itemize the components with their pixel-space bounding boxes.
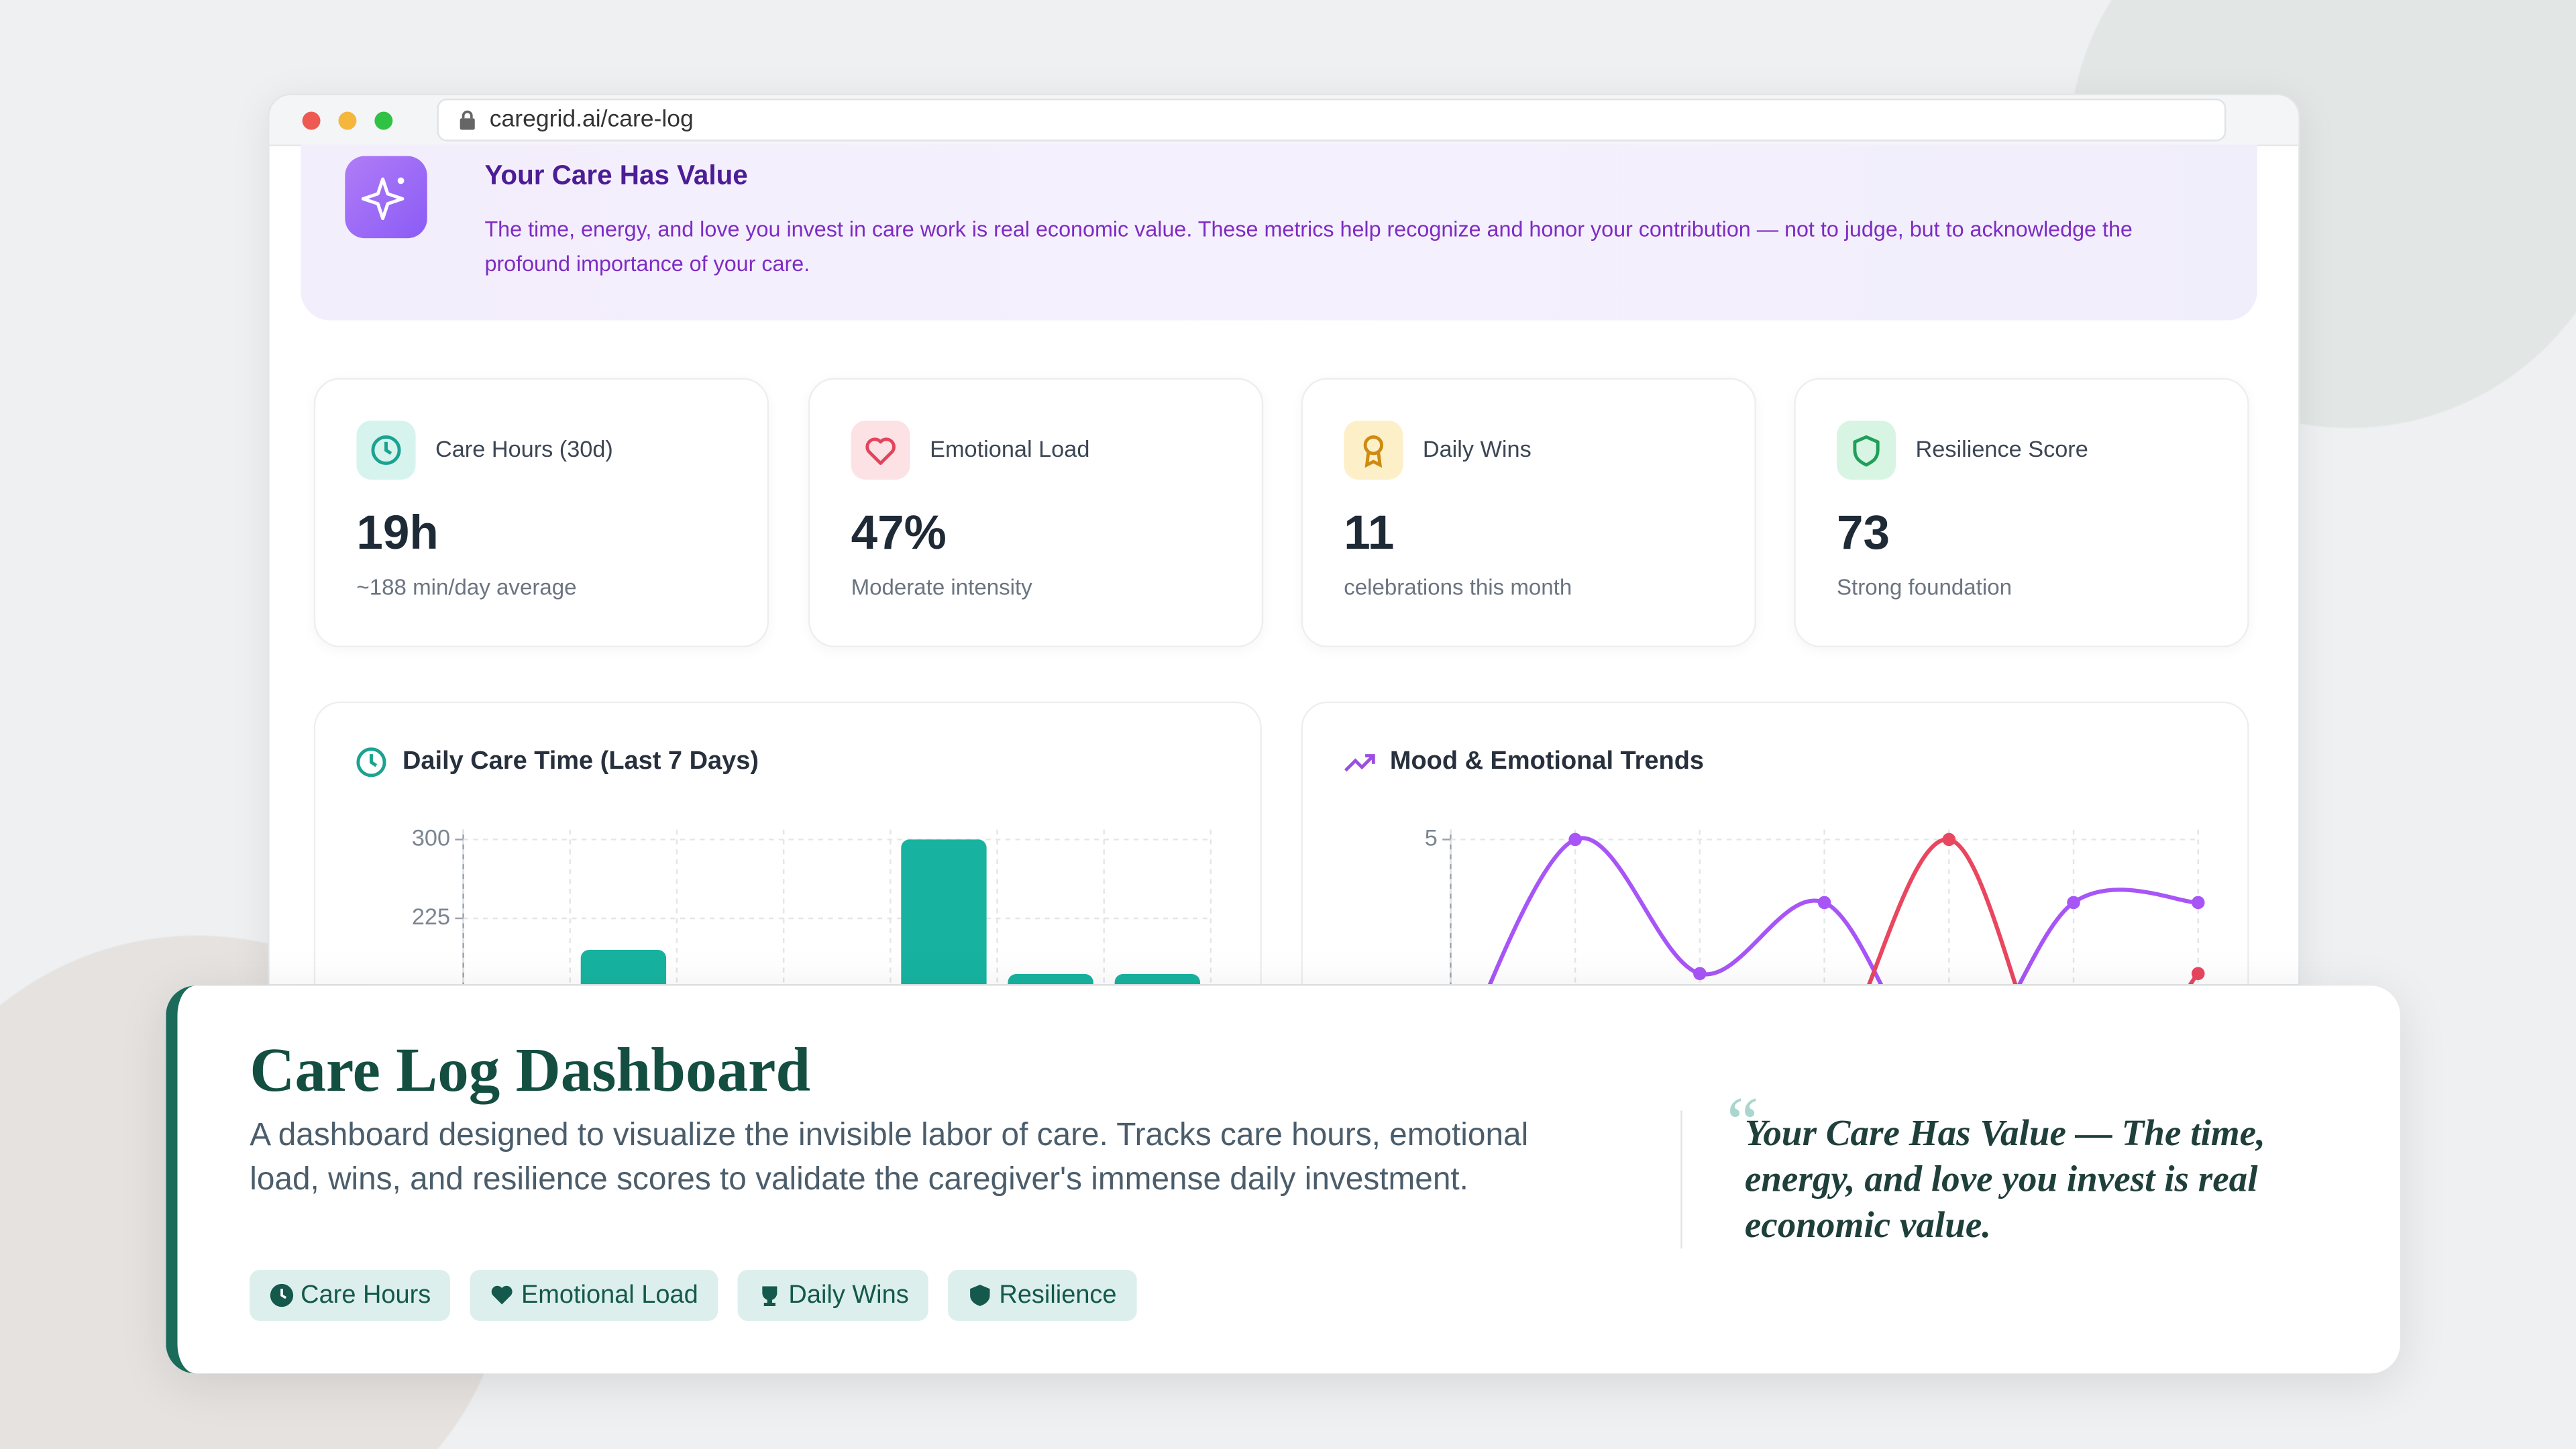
y-tick-label: 5 — [1425, 825, 1438, 851]
line — [1867, 837, 2200, 984]
stat-note: Strong foundation — [1836, 575, 2012, 600]
stat-value: 47% — [851, 507, 947, 561]
chart-title: Mood & Emotional Trends — [1389, 747, 1705, 775]
project-title: Care Log Dashboard — [250, 1036, 811, 1106]
stat-value: 73 — [1836, 507, 1890, 561]
stat-card: Resilience Score 73 Strong foundation — [1794, 378, 2249, 647]
point — [1693, 967, 1707, 981]
heart-icon — [851, 420, 910, 480]
banner-title: Your Care Has Value — [484, 161, 748, 191]
point — [1942, 833, 1956, 847]
y-tick-label: 300 — [412, 825, 450, 851]
shield-icon — [1836, 420, 1896, 480]
bar — [1008, 974, 1093, 984]
address-bar[interactable]: caregrid.ai/care-log — [437, 98, 2226, 142]
quote-mark: “ — [1726, 1082, 1759, 1163]
stat-label: Daily Wins — [1422, 435, 1532, 462]
trend-icon — [1344, 754, 1375, 772]
award-icon — [1344, 420, 1403, 480]
bar — [1114, 974, 1200, 984]
point — [1817, 896, 1831, 910]
tag-text: Care Hours — [301, 1280, 431, 1309]
bar — [901, 839, 987, 984]
chart-card: Mood & Emotional Trends — [1301, 701, 2249, 984]
close-button[interactable] — [302, 111, 321, 130]
clock-icon — [356, 747, 386, 777]
sparkle-icon — [345, 156, 427, 239]
title-bar: caregrid.ai/care-log — [269, 95, 2299, 146]
project-card: Care Log Dashboard A dashboard designed … — [166, 985, 2400, 1374]
url-text: caregrid.ai/care-log — [489, 107, 694, 133]
tag-list: Care Hours Emotional Load Daily Wins Res… — [250, 1270, 1136, 1321]
tag: Daily Wins — [737, 1270, 929, 1321]
project-description: A dashboard designed to visualize the in… — [250, 1117, 1529, 1198]
tag: Emotional Load — [470, 1270, 718, 1321]
tag-text: Emotional Load — [521, 1280, 698, 1309]
lock-icon — [460, 110, 475, 130]
chart-title: Daily Care Time (Last 7 Days) — [402, 747, 759, 775]
stat-label: Resilience Score — [1915, 435, 2088, 462]
tag: Care Hours — [250, 1270, 451, 1321]
stat-note: celebrations this month — [1344, 575, 1572, 600]
bar — [580, 950, 667, 984]
stat-note: Moderate intensity — [851, 575, 1032, 600]
point — [2067, 896, 2080, 910]
tag-text: Daily Wins — [788, 1280, 909, 1309]
stat-note: ~188 min/day average — [356, 575, 577, 600]
minimize-button[interactable] — [338, 111, 357, 130]
charts: 225 300 5 — [412, 825, 2205, 984]
maximize-button[interactable] — [374, 111, 393, 130]
quote: Your Care Has Value — The time, energy, … — [1744, 1112, 2265, 1246]
tag-text: Resilience — [999, 1280, 1117, 1309]
stat-card: Emotional Load 47% Moderate intensity — [808, 378, 1264, 647]
value-banner: Your Care Has Value The time, energy, an… — [301, 144, 2257, 321]
clock-icon — [356, 420, 416, 480]
point — [2191, 896, 2205, 910]
stat-label: Care Hours (30d) — [435, 435, 613, 462]
tag: Resilience — [948, 1270, 1136, 1321]
stat-card: Daily Wins 11 celebrations this month — [1301, 378, 1756, 647]
banner-text: The time, energy, and love you invest in… — [484, 217, 2133, 276]
browser-window: 225 300 5 caregrid.ai/care-log Your Care H… — [268, 93, 2300, 986]
stat-label: Emotional Load — [930, 435, 1090, 462]
chart-card: Daily Care Time (Last 7 Days) — [313, 701, 1262, 984]
stat-value: 11 — [1344, 507, 1395, 561]
point — [2191, 967, 2205, 981]
y-tick-label: 225 — [412, 904, 450, 930]
divider — [1680, 1110, 1682, 1249]
stat-card: Care Hours (30d) 19h ~188 min/day averag… — [313, 378, 769, 647]
point — [1568, 833, 1582, 847]
stat-value: 19h — [356, 507, 439, 561]
